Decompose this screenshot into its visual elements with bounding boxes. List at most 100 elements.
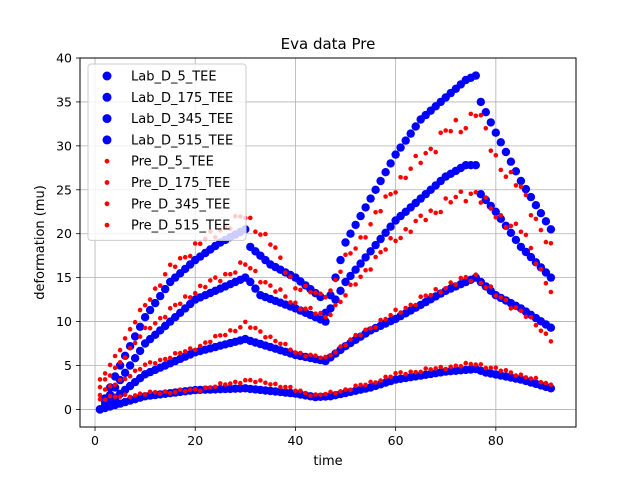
data-point <box>523 314 529 320</box>
data-point <box>523 192 529 198</box>
data-point <box>248 266 253 271</box>
x-axis-label: time <box>313 454 342 469</box>
data-point <box>458 189 464 194</box>
data-point <box>326 291 335 300</box>
data-point <box>318 355 323 361</box>
data-point <box>122 336 128 341</box>
data-point <box>308 352 313 358</box>
data-point <box>428 146 434 152</box>
data-point <box>251 284 260 293</box>
data-point <box>192 241 198 246</box>
data-point <box>353 282 358 287</box>
data-point <box>268 334 273 340</box>
data-point <box>288 300 293 305</box>
data-point <box>486 118 495 127</box>
x-tick-label: 20 <box>187 433 203 448</box>
data-point <box>323 354 328 360</box>
data-point <box>538 328 544 334</box>
data-point <box>453 363 459 369</box>
data-point <box>453 117 459 123</box>
data-point <box>95 405 105 414</box>
data-point <box>218 333 223 338</box>
data-point <box>528 314 534 320</box>
legend-marker <box>102 92 112 102</box>
data-point <box>192 290 198 296</box>
data-point <box>102 387 108 392</box>
data-point <box>376 176 385 186</box>
data-point <box>358 332 363 338</box>
data-point <box>157 391 163 396</box>
data-point <box>383 194 388 199</box>
data-point <box>413 153 419 159</box>
data-point <box>526 252 536 262</box>
data-point <box>458 364 464 369</box>
data-point <box>137 307 143 313</box>
y-axis-label: deformation (mu) <box>33 185 48 300</box>
data-point <box>341 277 350 287</box>
data-point <box>273 381 278 387</box>
data-point <box>142 392 148 397</box>
data-point <box>433 149 439 155</box>
data-point <box>388 236 393 241</box>
data-point <box>458 129 464 135</box>
data-point <box>381 168 390 177</box>
data-point <box>398 175 403 180</box>
data-point <box>518 308 524 314</box>
legend-marker <box>104 158 110 164</box>
data-point <box>378 317 383 323</box>
data-point <box>363 327 368 333</box>
data-point <box>513 183 519 188</box>
data-point <box>182 349 188 354</box>
data-point <box>418 160 424 166</box>
data-point <box>172 351 178 356</box>
data-point <box>378 378 383 383</box>
series-Pre_D_175_TEE <box>97 272 554 398</box>
data-point <box>433 210 439 216</box>
data-point <box>381 228 390 237</box>
data-point <box>388 191 393 197</box>
data-point <box>298 388 303 394</box>
data-point <box>293 350 298 355</box>
data-point <box>428 208 434 213</box>
data-point <box>187 387 193 392</box>
data-point <box>471 161 480 170</box>
legend-marker <box>104 222 110 228</box>
data-point <box>418 294 424 300</box>
data-point <box>371 185 380 194</box>
data-point <box>213 333 218 339</box>
data-point <box>147 325 153 331</box>
data-point <box>406 129 415 138</box>
data-point <box>197 343 203 349</box>
data-point <box>187 253 193 259</box>
data-point <box>393 238 398 244</box>
data-point <box>463 360 469 366</box>
data-point <box>157 357 163 363</box>
data-point <box>488 365 494 371</box>
x-tick-label: 0 <box>91 433 99 448</box>
data-point <box>147 389 153 395</box>
data-point <box>478 362 484 367</box>
data-point <box>448 280 454 285</box>
data-point <box>368 326 373 331</box>
data-point <box>203 385 208 391</box>
data-point <box>503 224 509 230</box>
data-point <box>182 254 188 260</box>
data-point <box>438 364 444 370</box>
data-point <box>333 277 338 283</box>
data-point <box>135 346 145 356</box>
data-point <box>218 381 223 386</box>
data-point <box>318 291 323 297</box>
data-point <box>112 382 118 388</box>
data-point <box>152 286 158 291</box>
data-point <box>403 175 409 181</box>
data-point <box>543 239 549 245</box>
data-point <box>97 392 103 398</box>
data-point <box>423 150 429 156</box>
plot-area <box>95 71 556 414</box>
data-point <box>368 379 373 385</box>
data-point <box>258 378 263 383</box>
data-point <box>516 176 526 186</box>
data-point <box>157 283 163 288</box>
y-tick-label: 20 <box>56 226 72 241</box>
data-point <box>398 310 403 315</box>
